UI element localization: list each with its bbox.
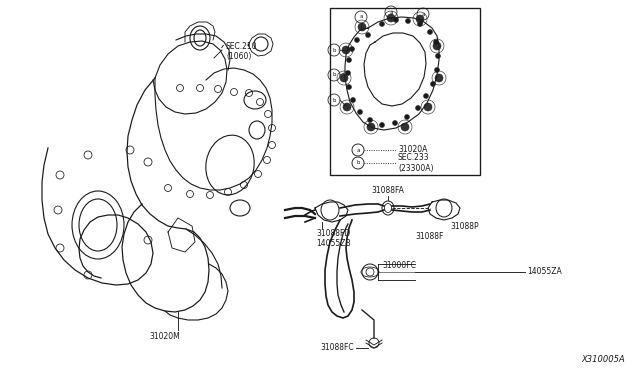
- Circle shape: [365, 32, 371, 38]
- Circle shape: [433, 42, 441, 50]
- Circle shape: [406, 19, 410, 23]
- Circle shape: [355, 38, 360, 42]
- Text: X310005A: X310005A: [581, 356, 625, 365]
- Circle shape: [366, 268, 374, 276]
- Text: b: b: [356, 160, 360, 166]
- Circle shape: [367, 118, 372, 122]
- Circle shape: [351, 97, 355, 103]
- Circle shape: [343, 103, 351, 111]
- Text: SEC.233
(23300A): SEC.233 (23300A): [398, 153, 433, 173]
- Circle shape: [346, 84, 351, 90]
- Circle shape: [416, 15, 424, 23]
- Text: b: b: [332, 97, 336, 103]
- Text: 31088FD: 31088FD: [316, 229, 350, 238]
- Circle shape: [415, 106, 420, 110]
- Text: 31020A: 31020A: [398, 145, 428, 154]
- Circle shape: [380, 122, 385, 128]
- Circle shape: [346, 71, 351, 76]
- Circle shape: [349, 46, 355, 51]
- Circle shape: [435, 74, 443, 82]
- Circle shape: [394, 17, 399, 22]
- Circle shape: [380, 22, 385, 26]
- Circle shape: [404, 115, 410, 119]
- Circle shape: [401, 123, 409, 131]
- Circle shape: [358, 23, 366, 31]
- Text: a: a: [356, 148, 360, 153]
- Circle shape: [367, 123, 375, 131]
- Text: 31020M: 31020M: [150, 332, 180, 341]
- Text: SEC.210
(1060): SEC.210 (1060): [226, 42, 257, 61]
- Text: a: a: [359, 15, 363, 19]
- Circle shape: [392, 121, 397, 125]
- Circle shape: [435, 54, 440, 58]
- Circle shape: [435, 67, 440, 73]
- Circle shape: [428, 29, 433, 35]
- Circle shape: [424, 93, 429, 99]
- Circle shape: [387, 14, 395, 22]
- Text: a: a: [421, 12, 425, 16]
- Text: 14055ZA: 14055ZA: [527, 267, 562, 276]
- Text: 31000FC: 31000FC: [382, 261, 416, 270]
- Text: 31088FA: 31088FA: [372, 186, 404, 195]
- Circle shape: [424, 103, 432, 111]
- Circle shape: [340, 74, 348, 82]
- Text: a: a: [389, 10, 393, 15]
- Text: 14055ZB: 14055ZB: [316, 239, 351, 248]
- Circle shape: [358, 109, 362, 115]
- Text: b: b: [332, 73, 336, 77]
- Circle shape: [433, 39, 438, 45]
- Circle shape: [342, 46, 350, 54]
- Bar: [330, 8, 480, 175]
- Circle shape: [417, 22, 422, 26]
- Text: 31088P: 31088P: [450, 222, 479, 231]
- Text: b: b: [332, 48, 336, 52]
- Circle shape: [346, 58, 351, 62]
- Text: 31088FC: 31088FC: [321, 343, 354, 353]
- Circle shape: [431, 81, 435, 87]
- Text: 31088F: 31088F: [415, 232, 444, 241]
